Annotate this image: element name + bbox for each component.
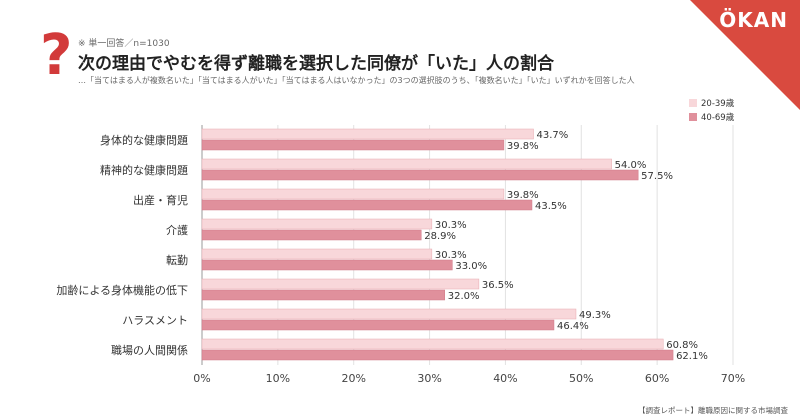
x-tick-label: 0% — [193, 372, 210, 385]
category-label: 出産・育児 — [133, 193, 188, 207]
legend-item-old: 40-69歳 — [689, 110, 734, 124]
legend-label-old: 40-69歳 — [701, 113, 735, 123]
value-label: 46.4% — [557, 321, 589, 332]
bar-20-39 — [201, 248, 433, 260]
bar-20-39 — [201, 128, 534, 140]
value-label: 60.8% — [666, 340, 698, 351]
question-mark-icon: ? — [40, 23, 73, 88]
value-label: 43.5% — [535, 201, 567, 212]
chart-subtitle: …「当てはまる人が複数名いた」「当てはまる人がいた」「当てはまる人はいなかった」… — [78, 76, 635, 85]
value-label: 30.3% — [435, 250, 467, 261]
corner-shape — [690, 0, 800, 110]
legend-label-young: 20-39歳 — [701, 99, 735, 109]
report-footer: 【調査レポート】離職原因に関する市場調査 — [638, 406, 788, 415]
bar-40-69 — [201, 139, 505, 151]
x-tick-label: 50% — [569, 372, 593, 385]
bar-40-69 — [201, 289, 445, 301]
category-label: 介護 — [166, 223, 188, 237]
category-label: 転勤 — [166, 254, 188, 267]
x-tick-label: 60% — [645, 372, 669, 385]
bar-40-69 — [201, 259, 453, 271]
category-label: 加齢による身体機能の低下 — [56, 283, 188, 297]
bar-40-69 — [201, 229, 422, 241]
legend-item-young: 20-39歳 — [689, 96, 734, 110]
bar-40-69 — [201, 199, 533, 211]
value-label: 30.3% — [435, 220, 467, 231]
value-label: 39.8% — [507, 141, 539, 152]
x-tick-label: 30% — [417, 372, 441, 385]
chart-title: 次の理由でやむを得ず離職を選択した同僚が「いた」人の割合 — [78, 54, 554, 74]
value-label: 39.8% — [507, 190, 539, 201]
survey-note: ※ 単一回答／n=1030 — [78, 39, 170, 49]
value-label: 62.1% — [676, 351, 708, 362]
value-label: 54.0% — [615, 160, 647, 171]
bar-40-69 — [201, 349, 674, 361]
bar-40-69 — [201, 319, 555, 331]
category-label: 職場の人間関係 — [111, 344, 188, 357]
x-tick-label: 10% — [266, 372, 290, 385]
value-label: 49.3% — [579, 310, 611, 321]
bar-40-69 — [201, 169, 639, 181]
x-tick-label: 70% — [721, 372, 745, 385]
category-label: ハラスメント — [122, 314, 188, 327]
value-label: 28.9% — [424, 231, 456, 242]
brand-corner-triangle — [690, 0, 800, 110]
bar-20-39 — [201, 158, 612, 170]
chart-legend: 20-39歳 40-69歳 — [689, 96, 734, 124]
okan-logo: ÖKAN — [719, 8, 788, 32]
x-tick-label: 40% — [493, 372, 517, 385]
bar-20-39 — [201, 218, 433, 230]
bar-20-39 — [201, 308, 577, 320]
bar-20-39 — [201, 188, 505, 200]
value-label: 32.0% — [448, 291, 480, 302]
value-label: 36.5% — [482, 280, 514, 291]
legend-swatch-young — [689, 99, 697, 107]
bar-20-39 — [201, 338, 664, 350]
value-label: 43.7% — [536, 130, 568, 141]
legend-swatch-old — [689, 113, 697, 121]
bar-20-39 — [201, 278, 480, 290]
value-label: 57.5% — [641, 171, 673, 182]
value-label: 33.0% — [455, 261, 487, 272]
category-label: 精神的な健康問題 — [100, 163, 188, 177]
x-tick-label: 20% — [341, 372, 365, 385]
category-label: 身体的な健康問題 — [100, 133, 188, 147]
